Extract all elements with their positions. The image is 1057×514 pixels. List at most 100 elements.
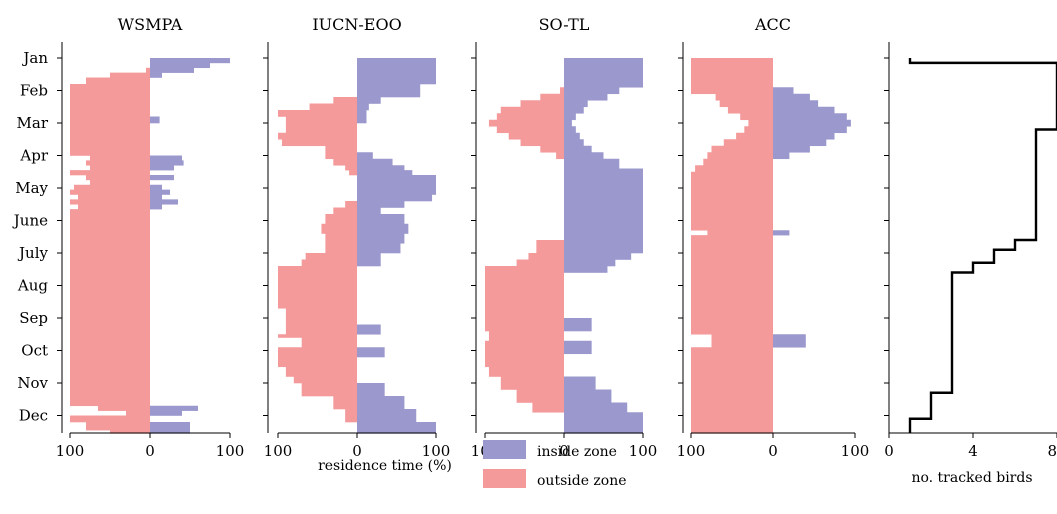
legend-swatch-outside — [483, 469, 526, 488]
outside-bar-3-11 — [707, 152, 773, 160]
inside-bar-3-4 — [773, 106, 835, 114]
inside-bar-1-21 — [357, 243, 401, 254]
inside-bar-1-16 — [357, 201, 405, 208]
inside-bar-3-8 — [773, 132, 835, 140]
outside-bar-2-14 — [536, 240, 564, 254]
outside-bar-1-6 — [285, 123, 357, 134]
x-tick-label-0-2: 100 — [216, 442, 245, 460]
outside-bar-2-17 — [485, 266, 564, 273]
outside-bar-2-8 — [508, 132, 564, 140]
inside-bar-2-2 — [564, 93, 608, 101]
x-axis-label: residence time (%) — [318, 458, 452, 474]
outside-bar-1-34 — [293, 376, 357, 384]
outside-bar-1-30 — [301, 337, 357, 348]
inside-bar-0-1 — [150, 62, 210, 69]
x-tick-label-1-0: 100 — [264, 442, 293, 460]
outside-bar-1-2 — [333, 97, 357, 104]
inside-bar-0-0 — [150, 58, 230, 64]
outside-bar-3-17 — [711, 334, 773, 348]
inside-bar-1-11 — [357, 158, 393, 166]
outside-bar-2-19 — [485, 279, 564, 306]
tracked-birds-line — [908, 58, 1057, 434]
outside-bar-2-1 — [560, 87, 564, 95]
outside-bar-0-24 — [86, 422, 150, 431]
inside-bar-2-7 — [564, 126, 576, 134]
outside-bar-3-12 — [703, 158, 773, 166]
outside-bar-1-9 — [325, 145, 357, 153]
inside-bar-2-3 — [564, 100, 588, 108]
outside-bar-2-6 — [488, 119, 564, 127]
outside-bar-1-37 — [345, 409, 357, 423]
x-tick-label-0-1: 0 — [145, 442, 155, 460]
outside-bar-0-2 — [146, 67, 150, 73]
outside-bar-1-20 — [325, 233, 357, 244]
outside-bar-2-15 — [528, 253, 564, 260]
outside-bar-1-7 — [278, 132, 357, 140]
outside-bar-2-18 — [485, 272, 564, 280]
inside-bar-0-2 — [150, 67, 194, 73]
bird-x-tick-label-2: 8 — [1047, 442, 1057, 460]
inside-bar-1-19 — [357, 223, 409, 234]
inside-bar-1-20 — [357, 233, 405, 244]
x-tick-label-3-1: 0 — [768, 442, 778, 460]
inside-bar-0-24 — [150, 422, 190, 431]
outside-bar-1-19 — [321, 223, 357, 234]
inside-bar-3-9 — [773, 139, 827, 147]
month-label-nov: Nov — [17, 374, 48, 392]
outside-bar-3-0 — [691, 58, 773, 88]
inside-bar-3-6 — [773, 119, 851, 127]
inside-bar-1-28 — [357, 324, 381, 335]
outside-bar-0-23 — [70, 415, 150, 423]
outside-bar-0-6 — [70, 110, 150, 117]
outside-bar-1-5 — [285, 116, 357, 124]
outside-bar-2-11 — [556, 152, 564, 160]
inside-bar-0-17 — [150, 194, 162, 200]
month-label-oct: Oct — [21, 342, 48, 360]
inside-bar-1-0 — [357, 58, 436, 85]
legend-label-inside: inside zone — [537, 444, 617, 460]
outside-bar-3-6 — [748, 119, 773, 127]
outside-bar-2-22 — [488, 331, 564, 342]
inside-bar-0-7 — [150, 116, 160, 124]
outside-bar-3-5 — [740, 113, 773, 121]
outside-bar-2-27 — [516, 389, 564, 403]
panel-title-1: IUCN-EOO — [312, 15, 401, 34]
outside-bar-3-13 — [695, 165, 773, 173]
outside-bar-3-10 — [711, 145, 773, 153]
inside-bar-0-18 — [150, 199, 178, 205]
x-tick-label-2-2: 100 — [629, 442, 658, 460]
inside-bar-1-37 — [357, 409, 417, 423]
inside-bar-0-13 — [150, 175, 174, 181]
outside-bar-1-26 — [278, 298, 357, 309]
outside-bar-3-7 — [744, 126, 773, 134]
inside-bar-3-3 — [773, 100, 819, 108]
outside-bar-1-28 — [285, 324, 357, 335]
outside-bar-1-12 — [345, 165, 357, 171]
month-label-feb: Feb — [20, 82, 48, 100]
inside-bar-2-6 — [564, 119, 572, 127]
inside-bar-2-17 — [564, 266, 608, 273]
outside-bar-3-18 — [691, 347, 773, 434]
outside-bar-0-15 — [74, 184, 150, 190]
outside-bar-1-10 — [325, 152, 357, 160]
outside-bar-0-5 — [70, 84, 150, 111]
outside-bar-0-4 — [86, 77, 150, 85]
month-label-sep: Sep — [19, 309, 48, 327]
outside-bar-2-7 — [496, 126, 564, 134]
outside-bar-0-18 — [70, 199, 150, 205]
inside-bar-0-15 — [150, 184, 162, 190]
outside-bar-3-4 — [727, 106, 773, 114]
inside-bar-0-19 — [150, 204, 162, 210]
outside-bar-2-25 — [488, 366, 564, 377]
x-tick-label-3-2: 100 — [841, 442, 870, 460]
outside-bar-2-10 — [540, 145, 564, 153]
inside-bar-3-7 — [773, 126, 847, 134]
inside-bar-2-11 — [564, 152, 604, 160]
inside-bar-1-13 — [357, 170, 413, 176]
outside-bar-1-31 — [278, 347, 357, 358]
panel-title-0: WSMPA — [118, 15, 183, 34]
outside-bar-2-23 — [485, 340, 564, 355]
inside-bar-1-12 — [357, 165, 405, 171]
outside-bar-1-36 — [333, 396, 357, 410]
inside-bar-2-29 — [564, 412, 643, 434]
